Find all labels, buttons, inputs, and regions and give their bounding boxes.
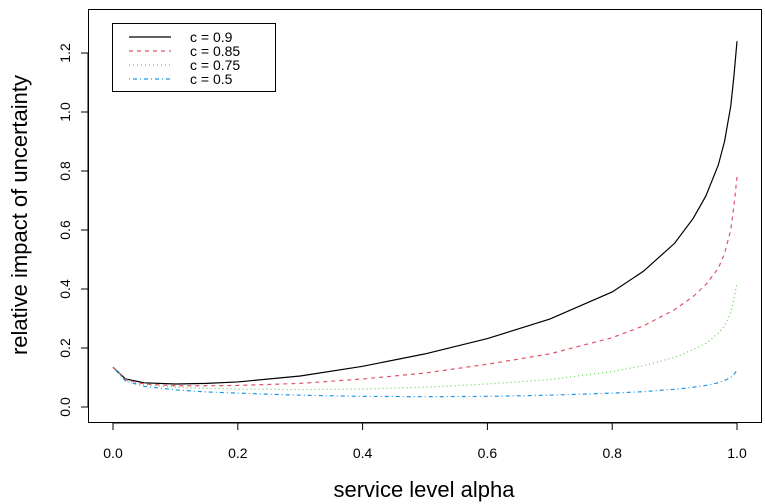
legend-box (112, 23, 276, 92)
x-tick-label: 0.6 (478, 445, 498, 461)
series-line-4 (112, 366, 738, 398)
y-axis-title: relative impact of uncertainty (7, 75, 32, 355)
y-tick-label: 0.8 (57, 161, 73, 181)
legend-label-1: c = 0.9 (190, 29, 233, 45)
y-tick-label: 0.0 (57, 397, 73, 417)
x-tick-label: 0.8 (602, 445, 622, 461)
series-line-1 (112, 41, 738, 385)
legend-label-2: c = 0.85 (190, 43, 240, 59)
y-tick-label: 1.2 (57, 43, 73, 63)
legend-label-3: c = 0.75 (190, 57, 240, 73)
series-layer (112, 41, 738, 398)
series-line-3 (112, 282, 738, 391)
y-tick-label: 0.2 (57, 338, 73, 358)
legend: c = 0.9c = 0.85c = 0.75c = 0.5 (112, 23, 276, 92)
y-tick-label: 1.0 (57, 102, 73, 122)
x-tick-label: 1.0 (727, 445, 747, 461)
y-tick-label: 0.4 (57, 279, 73, 299)
y-tick-label: 0.6 (57, 220, 73, 240)
x-tick-label: 0.4 (353, 445, 373, 461)
x-axis-title: service level alpha (334, 477, 516, 502)
x-tick-label: 0.2 (228, 445, 248, 461)
legend-label-4: c = 0.5 (190, 71, 233, 87)
x-axis: 0.0 0.2 0.4 0.6 0.8 1.0 (103, 422, 747, 461)
x-tick-label: 0.0 (103, 445, 123, 461)
series-line-2 (112, 176, 738, 387)
y-axis: 0.0 0.2 0.4 0.6 0.8 1.0 1.2 (57, 43, 89, 417)
